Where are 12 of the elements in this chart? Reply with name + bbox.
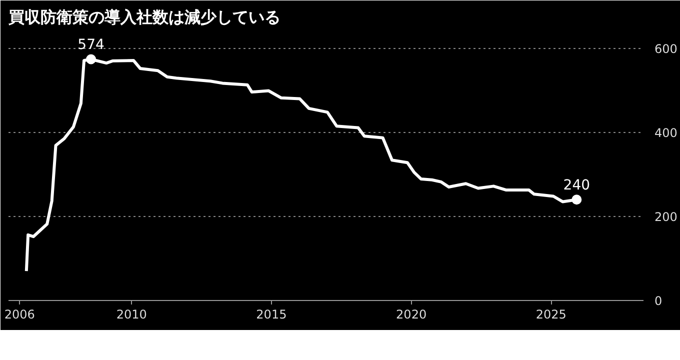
y-tick-label: 200 <box>654 210 678 224</box>
x-tick-label: 2015 <box>256 308 287 322</box>
chart-title: 買収防衛策の導入社数は減少している <box>8 8 280 26</box>
x-tick-label: 2025 <box>536 308 566 322</box>
x-tick-label: 2010 <box>116 308 147 322</box>
x-tick-label: 2020 <box>396 308 427 322</box>
y-tick-label: 0 <box>654 294 662 308</box>
y-tick-label: 400 <box>654 126 678 140</box>
x-tick-label: 2006 <box>4 308 35 322</box>
y-tick-label: 600 <box>654 42 678 56</box>
annotation: 574 <box>78 37 104 54</box>
annotation: 240 <box>563 178 590 194</box>
